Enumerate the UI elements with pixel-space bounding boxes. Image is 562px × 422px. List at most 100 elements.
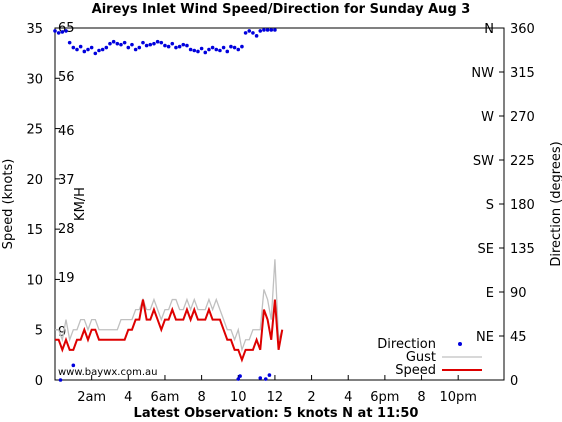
- direction-point: [122, 40, 127, 45]
- compass-labels: NE E SE S SW W NW N: [471, 22, 494, 345]
- direction-point: [115, 41, 120, 46]
- direction-point: [82, 49, 87, 54]
- direction-point: [258, 29, 263, 33]
- direction-point: [188, 47, 193, 52]
- kmh-tick-label: 28: [58, 222, 75, 237]
- kmh-axis-title: KM/H: [73, 187, 88, 221]
- legend-speed-label: Speed: [395, 363, 436, 378]
- direction-point: [262, 28, 266, 32]
- compass-label: S: [486, 198, 494, 213]
- speed-series-line: [55, 299, 284, 363]
- direction-point: [141, 40, 145, 45]
- direction-point: [75, 47, 79, 52]
- direction-point: [130, 42, 134, 47]
- gust-series-line: [55, 259, 283, 353]
- direction-point: [232, 45, 237, 50]
- direction-tick-label: 315: [510, 66, 535, 81]
- direction-point: [166, 44, 171, 49]
- speed-axis-title: Speed (knots): [1, 159, 16, 250]
- speed-tick-label: 10: [26, 273, 43, 288]
- plot-frame: [54, 27, 505, 381]
- direction-point: [144, 43, 149, 48]
- time-tick-label: 10: [230, 390, 247, 405]
- direction-point: [218, 48, 222, 53]
- kmh-axis-ticks: 9 19 28 37 46 56 65: [58, 21, 75, 340]
- chart-title: Aireys Inlet Wind Speed/Direction for Su…: [92, 2, 471, 17]
- watermark: www.baywx.com.au: [58, 367, 157, 378]
- direction-point: [214, 47, 219, 52]
- time-axis-ticks: 2am 4 6am 8 10 12 2 4 6pm 8 10pm: [77, 375, 477, 405]
- direction-point: [97, 48, 101, 53]
- direction-point: [240, 44, 244, 49]
- direction-point: [155, 39, 160, 44]
- direction-point: [236, 377, 241, 381]
- direction-point: [238, 374, 242, 378]
- time-tick-label: 12: [267, 390, 284, 405]
- time-tick-label: 4: [344, 390, 352, 405]
- kmh-tick-label: 56: [58, 70, 75, 85]
- direction-point: [174, 45, 178, 50]
- speed-tick-label: 0: [35, 374, 43, 389]
- direction-point: [267, 373, 272, 377]
- time-tick-label: 2am: [77, 390, 106, 405]
- time-tick-label: 8: [417, 390, 425, 405]
- direction-point: [263, 377, 268, 381]
- compass-label: NW: [471, 66, 494, 81]
- time-tick-label: 8: [197, 390, 205, 405]
- direction-point: [67, 40, 72, 45]
- direction-point: [258, 376, 263, 380]
- direction-point: [185, 43, 189, 48]
- time-tick-label: 2: [307, 390, 315, 405]
- compass-label: W: [481, 110, 494, 125]
- kmh-tick-label: 65: [58, 21, 75, 36]
- direction-point: [71, 363, 76, 368]
- direction-point: [53, 29, 57, 33]
- compass-label: N: [484, 22, 494, 37]
- compass-label: SE: [478, 242, 494, 257]
- time-tick-label: 4: [124, 390, 132, 405]
- direction-point: [229, 44, 233, 49]
- kmh-tick-label: 37: [58, 173, 75, 188]
- direction-point: [192, 48, 197, 53]
- direction-tick-label: 270: [510, 110, 535, 125]
- direction-point: [273, 28, 277, 32]
- speed-tick-label: 5: [35, 324, 43, 339]
- direction-point: [243, 31, 248, 35]
- direction-point: [163, 43, 167, 48]
- direction-point: [56, 31, 61, 35]
- direction-axis-title: Direction (degrees): [549, 141, 562, 266]
- kmh-tick-label: 46: [58, 124, 75, 139]
- direction-point: [221, 45, 226, 50]
- direction-point: [108, 41, 112, 46]
- time-tick-label: 6pm: [370, 390, 399, 405]
- direction-point: [251, 31, 255, 35]
- legend-direction-label: Direction: [377, 337, 436, 352]
- direction-point: [89, 45, 94, 50]
- time-tick-label: 10pm: [439, 390, 476, 405]
- direction-point: [210, 45, 215, 50]
- direction-tick-label: 225: [510, 154, 535, 169]
- direction-point: [225, 49, 230, 54]
- direction-tick-label: 360: [510, 22, 535, 37]
- direction-point: [236, 47, 241, 52]
- direction-point: [71, 45, 76, 50]
- direction-point: [78, 44, 83, 49]
- direction-point: [247, 29, 252, 33]
- direction-point: [207, 47, 211, 52]
- direction-point: [111, 39, 116, 44]
- direction-point: [159, 40, 164, 45]
- direction-point: [170, 41, 175, 46]
- direction-point: [203, 50, 208, 55]
- direction-point: [93, 51, 98, 56]
- direction-point: [177, 44, 182, 49]
- direction-point: [126, 45, 131, 50]
- direction-point: [58, 378, 63, 382]
- direction-point: [254, 34, 259, 38]
- direction-point: [265, 28, 270, 32]
- speed-tick-label: 30: [26, 72, 43, 87]
- direction-tick-label: 180: [510, 198, 535, 213]
- direction-tick-label: 135: [510, 242, 535, 257]
- time-tick-label: 6am: [151, 390, 180, 405]
- compass-label: NE: [476, 330, 494, 345]
